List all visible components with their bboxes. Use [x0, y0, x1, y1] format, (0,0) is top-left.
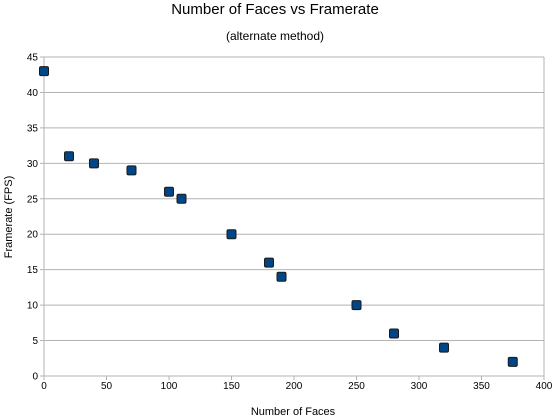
- data-point: [226, 229, 237, 240]
- x-tick-label: 250: [348, 381, 365, 392]
- axes: [40, 56, 545, 380]
- y-tick-label: 35: [27, 123, 39, 134]
- y-tick-label: 15: [27, 265, 39, 276]
- x-axis-label: Number of Faces: [251, 406, 336, 418]
- chart-title: Number of Faces vs Framerate: [171, 1, 379, 18]
- data-point: [64, 151, 74, 162]
- y-tick-label: 5: [32, 336, 38, 347]
- x-tick-label: 0: [41, 381, 47, 392]
- x-tick-label: 300: [411, 381, 428, 392]
- gridlines: [44, 56, 544, 377]
- y-tick-label: 10: [27, 301, 39, 312]
- data-point: [89, 158, 99, 169]
- y-tick-labels: 0 5 10 15 20 25 30 35 40 45: [27, 53, 39, 383]
- y-tick-label: 40: [27, 88, 39, 99]
- data-point: [351, 300, 362, 311]
- data-point: [389, 328, 399, 339]
- data-point: [164, 186, 174, 197]
- y-tick-label: 45: [27, 53, 39, 64]
- x-tick-label: 200: [286, 381, 303, 392]
- y-tick-label: 30: [27, 159, 39, 170]
- data-points: [39, 66, 518, 367]
- y-tick-label: 0: [32, 372, 38, 383]
- data-point: [264, 257, 274, 268]
- x-tick-label: 100: [161, 381, 178, 392]
- data-point: [176, 193, 187, 204]
- x-tick-label: 400: [536, 381, 552, 392]
- data-point: [439, 342, 449, 353]
- y-axis-label: Framerate (FPS): [3, 176, 15, 259]
- data-point: [126, 165, 137, 176]
- x-tick-label: 350: [473, 381, 490, 392]
- data-point: [39, 66, 49, 77]
- data-point: [276, 271, 287, 282]
- x-tick-label: 150: [223, 381, 240, 392]
- data-point: [507, 356, 518, 367]
- x-tick-label: 50: [101, 381, 113, 392]
- chart-subtitle: (alternate method): [226, 29, 324, 43]
- y-tick-label: 25: [27, 194, 39, 205]
- y-tick-label: 20: [27, 230, 39, 241]
- x-tick-labels: 0 50 100 150 200 250 300 350 400: [41, 381, 552, 392]
